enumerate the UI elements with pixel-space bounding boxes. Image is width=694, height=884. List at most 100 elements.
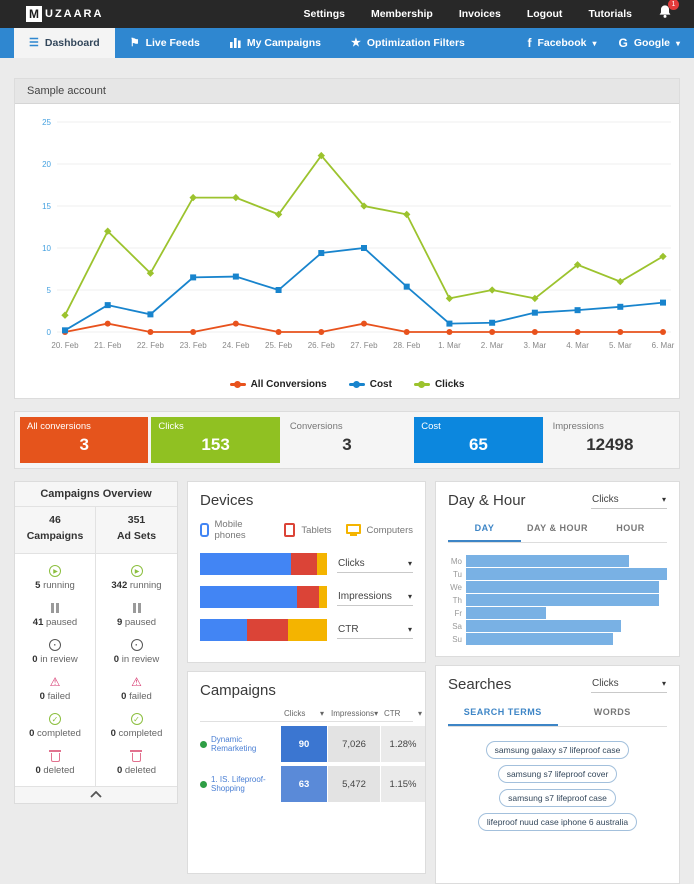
devices-legend-label: Computers [366,524,413,536]
ctr-cell: 1.15% [381,766,425,802]
kpi-all-conversions: All conversions 3 [20,417,149,463]
tab-live-feeds[interactable]: ⚑ Live Feeds [115,28,215,58]
day-hour-tab-day[interactable]: DAY [448,517,521,542]
overview-label: Ad Sets [116,529,157,542]
square-marker-icon [348,381,365,388]
logo-m-icon: M [26,6,42,22]
chevron-down-icon: ▾ [407,558,412,568]
day-bar-row-su: Su [448,633,667,645]
bar-segment-mobile-phones [200,553,292,575]
devices-legend-mobile-phones: Mobile phones [200,519,270,541]
select-value: Clicks [592,678,619,689]
search-term-pill[interactable]: lifeproof nuud case iphone 6 australia [477,813,638,831]
status-item-failed: ⚠ 0 failed [96,671,177,708]
devices-metric-select-clicks[interactable]: Clicks ▾ [337,556,413,573]
chevron-down-icon: ▾ [407,591,412,601]
status-count: 0 [110,727,116,739]
performance-chart: 0 5 10 15 20 25 20. Feb 21. Feb 22. Feb 23. Feb 24… [15,104,679,398]
chevron-down-icon: ▾ [592,38,597,48]
column-header-clicks[interactable]: Clicks ▾ [281,709,327,718]
bar-segment-computers [319,586,327,608]
top-bar: M UZAARA Settings Membership Invoices Logou… [0,0,694,28]
svg-text:24. Feb: 24. Feb [222,341,250,350]
status-count: 9 [116,616,123,628]
searches-metric-select[interactable]: Clicks ▾ [591,676,667,693]
stacked-bar [200,619,327,641]
kpi-value: 3 [79,435,89,454]
top-menu-item-logout[interactable]: Logout [526,8,563,20]
day-label: Su [452,634,462,644]
status-text: 9 paused [116,616,157,628]
top-menu-item-settings[interactable]: Settings [303,8,345,20]
day-bar-row-mo: Mo [448,555,667,567]
kpi-value: 153 [201,435,230,454]
main-tabs: ☰ Dashboard ⚑ Live Feeds My Campaigns ★ Optimi… [14,28,480,58]
kpi-impressions: Impressions 12498 [546,417,674,463]
bar-segment-computers [316,553,327,575]
svg-text:5: 5 [47,286,52,295]
day-hour-tabs: DAY DAY & HOUR HOUR [448,517,667,543]
account-facebook[interactable]: f Facebook ▾ [527,36,596,50]
searches-tab-words[interactable]: WORDS [593,707,631,717]
day-hour-tab-hour[interactable]: HOUR [616,523,645,533]
legend-item-clicks[interactable]: Clicks [413,379,464,390]
top-menu-item-membership[interactable]: Membership [370,8,433,20]
diamond-marker-icon [413,381,430,388]
search-term-pill[interactable]: samsung s7 lifeproof case [499,789,616,807]
day-bar [466,568,667,580]
top-menu-item-invoices[interactable]: Invoices [458,8,501,20]
campaign-name-link[interactable]: 1. IS. Lifeproof- Shopping [200,766,280,802]
day-hour-metric-select[interactable]: Clicks ▾ [591,492,667,509]
kpi-label: Clicks [158,421,184,432]
search-term-pill[interactable]: samsung s7 lifeproof cover [497,765,618,783]
tab-dashboard[interactable]: ☰ Dashboard [14,28,115,58]
top-menu-item-tutorials[interactable]: Tutorials [588,8,632,20]
kpi-clicks: Clicks 153 [151,417,280,463]
legend-label: All Conversions [250,379,327,390]
play-circle-icon: ▶ [49,565,61,577]
svg-text:1. Mar: 1. Mar [438,341,461,350]
svg-text:20: 20 [42,160,51,169]
campaign-name: 1. IS. Lifeproof- Shopping [211,775,266,793]
column-header-ctr[interactable]: CTR ▾ [381,709,425,718]
campaign-name-link[interactable]: Dynamic Remarketing [200,726,280,762]
tab-optimization-filters[interactable]: ★ Optimization Filters [336,28,480,58]
notifications-button[interactable]: 1 [658,0,679,24]
day-hour-tab-day-hour[interactable]: DAY & HOUR [526,523,588,533]
legend-item-all-conversions[interactable]: All Conversions [229,379,327,390]
svg-text:25: 25 [42,118,51,127]
muzaara-logo[interactable]: M UZAARA [26,6,103,22]
legend-item-cost[interactable]: Cost [348,379,392,390]
status-count: 41 [32,616,44,628]
day-hour-bar-chart: Mo Tu We Th Fr Sa Su [448,555,667,645]
collapse-button[interactable] [15,785,177,803]
svg-text:4. Mar: 4. Mar [566,341,589,350]
searches-tab-search-terms[interactable]: SEARCH TERMS [448,701,558,726]
svg-text:22. Feb: 22. Feb [137,341,165,350]
devices-metric-select-ctr[interactable]: CTR ▾ [337,622,413,639]
bar-segment-mobile-phones [200,619,247,641]
day-bar [466,607,547,619]
status-text: 342 running [111,579,162,591]
check-circle-icon: ✓ [130,713,143,725]
tab-my-campaigns[interactable]: My Campaigns [215,28,336,58]
account-google[interactable]: G Google ▾ [618,36,680,50]
ctr-cell: 1.28% [381,726,425,762]
star-icon: ★ [350,36,361,49]
svg-text:21. Feb: 21. Feb [94,341,122,350]
overview-count: 351 [127,514,146,526]
search-term-pill[interactable]: samsung galaxy s7 lifeproof case [485,741,630,759]
chevron-up-icon [90,790,102,798]
devices-metric-select-impressions[interactable]: Impressions ▾ [337,589,413,606]
bar-segment-computers [287,619,327,641]
enabled-status-icon [200,780,207,788]
column-header-impressions[interactable]: Impressions ▾ [328,709,380,718]
legend-label: Cost [369,379,392,390]
day-bar-row-we: We [448,581,667,593]
day-hour-title: Day & Hour [448,492,526,509]
trash-icon [130,749,142,762]
day-bar-row-tu: Tu [448,568,667,580]
campaigns-table: Clicks ▾ Impressions ▾ CTR ▾ Dynamic Remarketi… [200,709,425,802]
list-icon: ☰ [29,36,39,49]
dashboard-content: Sample account 0 5 10 15 20 25 20. Feb 21. Feb 2… [0,58,694,884]
